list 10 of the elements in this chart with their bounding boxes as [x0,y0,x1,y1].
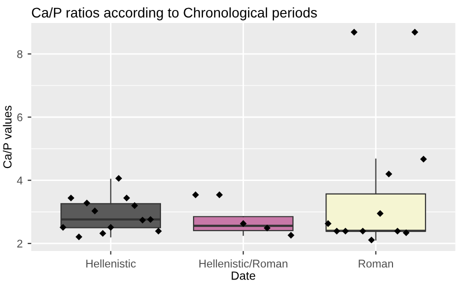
x-axis-title: Date [232,272,256,280]
y-tick-label: 2 [17,240,22,248]
x-tick-label: Hellenistic [86,259,136,268]
x-tick-label: Roman [358,260,393,268]
y-axis-title: Ca/P values [2,106,12,168]
y-tick-label: 8 [17,50,22,58]
chart-title: Ca/P ratios according to Chronological periods [32,7,317,20]
x-tick-label: Hellenistic/Roman [199,259,288,268]
y-tick-label: 6 [17,113,22,122]
y-tick-label: 4 [16,176,23,184]
